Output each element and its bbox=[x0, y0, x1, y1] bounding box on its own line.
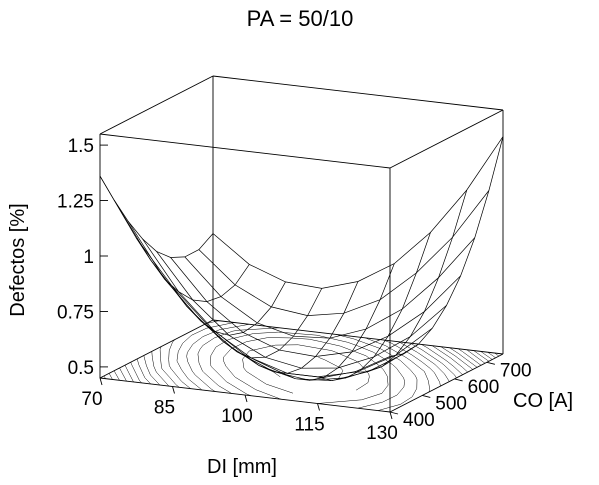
y-tick-mark bbox=[422, 394, 431, 398]
tick-label: 115 bbox=[294, 415, 324, 436]
mesh-line-const-di bbox=[389, 136, 504, 357]
y-tick-mark bbox=[486, 361, 496, 365]
x-tick-mark bbox=[99, 377, 103, 386]
tick-label: 400 bbox=[403, 410, 435, 431]
contour-line bbox=[210, 331, 405, 409]
axes-box-front bbox=[99, 109, 504, 412]
tick-label: 130 bbox=[366, 423, 398, 444]
box-edge bbox=[389, 109, 504, 169]
x-tick-mark bbox=[317, 403, 320, 411]
mesh-line-const-di bbox=[353, 189, 468, 373]
tick-label: 1.25 bbox=[57, 192, 94, 213]
contour-line bbox=[186, 324, 431, 393]
box-edge bbox=[212, 75, 504, 111]
mesh-line-const-co bbox=[212, 136, 504, 289]
contour-line bbox=[124, 348, 482, 383]
mesh-line-const-co bbox=[198, 190, 490, 316]
tick-label: 1 bbox=[83, 247, 94, 268]
tick-label: 100 bbox=[221, 406, 253, 427]
mesh-line-const-co bbox=[99, 175, 391, 378]
y-tick-mark bbox=[454, 378, 463, 382]
box-edge bbox=[212, 319, 504, 355]
contour-line bbox=[176, 322, 441, 391]
axes-box-back bbox=[99, 75, 504, 413]
x-tick-mark bbox=[244, 394, 248, 403]
contour-line bbox=[159, 342, 457, 388]
contour-line bbox=[168, 320, 450, 389]
y-axis-title: CO [A] bbox=[513, 390, 573, 412]
tick-label: 1.5 bbox=[68, 136, 94, 157]
contour-line bbox=[119, 349, 486, 382]
contour-line bbox=[151, 344, 463, 387]
contour-line bbox=[113, 350, 490, 381]
tick-label: 600 bbox=[468, 377, 500, 398]
mesh-line-const-di bbox=[172, 281, 286, 336]
floor-contours bbox=[103, 320, 503, 411]
box-edge bbox=[99, 75, 214, 135]
contour-line bbox=[272, 357, 344, 380]
tick-label: 500 bbox=[435, 393, 467, 414]
mesh-line-const-di bbox=[208, 288, 323, 359]
z-axis-title: Defectos [%] bbox=[7, 203, 29, 316]
box-edge bbox=[99, 133, 391, 169]
tick-label: 70 bbox=[81, 389, 102, 410]
contour-line bbox=[130, 347, 478, 384]
x-tick-mark bbox=[389, 411, 393, 420]
mesh-line-const-di bbox=[244, 281, 359, 374]
mesh-line-const-co bbox=[156, 251, 447, 369]
mesh-line-const-di bbox=[281, 263, 395, 381]
x-axis-title: DI [mm] bbox=[207, 456, 277, 478]
chart-title: PA = 50/10 bbox=[247, 6, 354, 31]
x-tick-mark bbox=[172, 386, 175, 394]
mesh-line-const-di bbox=[99, 175, 214, 258]
contour-line bbox=[108, 351, 493, 380]
y-tick-mark bbox=[389, 411, 399, 415]
contour-line bbox=[136, 346, 473, 385]
mesh-line-const-di bbox=[136, 237, 250, 302]
mesh-line-const-co bbox=[184, 237, 476, 339]
surface-mesh bbox=[99, 136, 504, 382]
mesh-line-const-di bbox=[317, 232, 431, 382]
tick-label: 0.5 bbox=[68, 358, 94, 379]
contour-line bbox=[223, 337, 389, 404]
box-edge bbox=[99, 319, 214, 379]
tick-label: 85 bbox=[154, 398, 175, 419]
tick-label: 0.75 bbox=[57, 303, 94, 324]
tick-label: 700 bbox=[500, 360, 532, 381]
box-edge bbox=[389, 353, 504, 413]
contour-line bbox=[242, 344, 370, 394]
